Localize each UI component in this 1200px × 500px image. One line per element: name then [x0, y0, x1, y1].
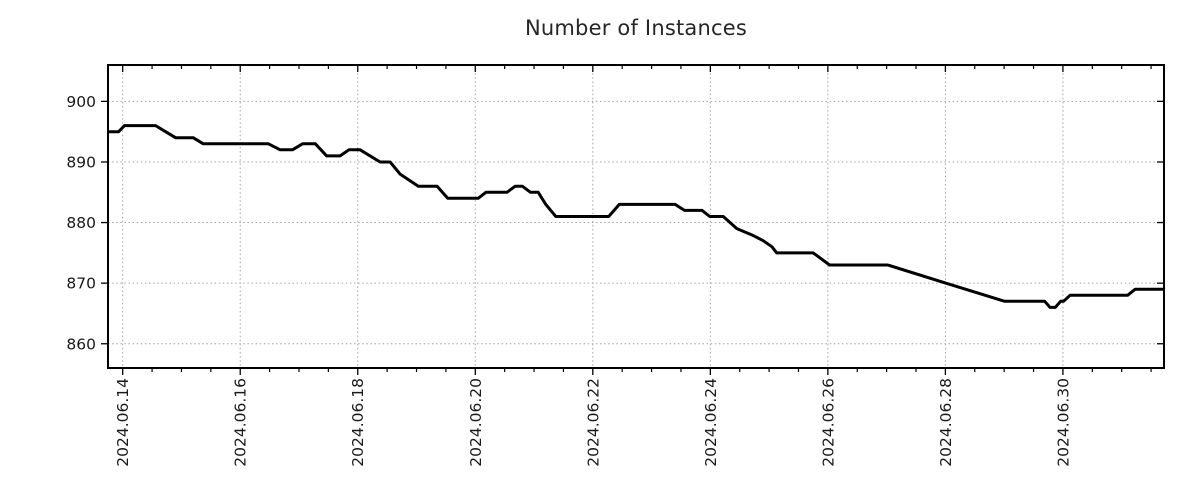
- data-line: [108, 124, 1164, 309]
- y-tick-label: 880: [66, 214, 96, 232]
- y-tick-label: 870: [66, 275, 96, 293]
- x-tick-label: 2024.06.24: [702, 378, 720, 467]
- chart-title: Number of Instances: [524, 16, 747, 40]
- y-tick-label: 900: [66, 93, 96, 111]
- y-tick-label: 890: [66, 153, 96, 171]
- x-tick-label: 2024.06.16: [232, 378, 250, 467]
- x-tick-label: 2024.06.28: [937, 378, 955, 467]
- x-tick-label: 2024.06.20: [467, 378, 485, 467]
- x-tick-label: 2024.06.18: [349, 378, 367, 467]
- x-tick-label: 2024.06.30: [1054, 378, 1072, 467]
- x-tick-label: 2024.06.26: [819, 378, 837, 467]
- y-tick-label: 860: [66, 335, 96, 353]
- plot-border: [107, 64, 1165, 369]
- x-tick-label: 2024.06.14: [114, 378, 132, 467]
- x-tick-label: 2024.06.22: [584, 378, 602, 467]
